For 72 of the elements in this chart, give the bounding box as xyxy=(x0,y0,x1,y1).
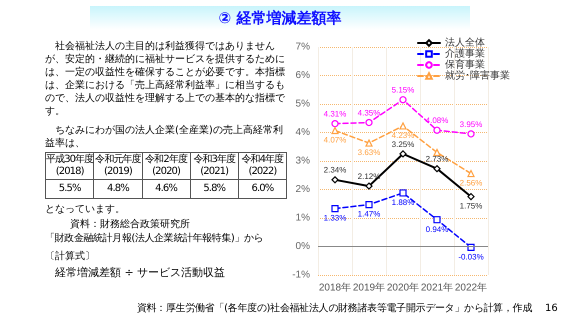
text: 16 xyxy=(545,302,559,316)
point xyxy=(331,204,339,212)
point xyxy=(399,189,407,197)
data-label: 1.88% xyxy=(392,198,414,208)
y-tick-label: 0% xyxy=(296,241,310,252)
y-tick-label: 4% xyxy=(296,127,310,138)
data-label: 4.35% xyxy=(358,108,380,118)
point xyxy=(467,130,475,138)
data-label: 3.25% xyxy=(392,140,414,149)
y-tick-label: 5% xyxy=(296,98,310,110)
data-label: 2.34% xyxy=(324,166,346,175)
y-tick-label: 7% xyxy=(296,42,310,52)
text: 令和2年度 (2020) xyxy=(142,152,190,180)
y-tick-label: -1% xyxy=(292,270,310,280)
point xyxy=(365,182,373,190)
text: 〔計算式〕 xyxy=(45,250,96,264)
x-tick-label: 2018年 xyxy=(318,282,352,294)
text: 令和3年度 (2021) xyxy=(190,152,238,180)
text: 5.5% xyxy=(46,180,94,198)
point xyxy=(399,96,407,104)
text: ちなみにわが国の法人企業(全産業)の売上高経常利益率は、 xyxy=(45,124,284,150)
text: 資料：厚生労働省「(各年度の)社会福祉法人の財務諸表等電子開示データ」から計算，作成 xyxy=(136,302,532,316)
legend-label: 就労･障害事業 xyxy=(445,70,510,82)
data-label: 1.33% xyxy=(324,214,346,223)
data-label: 5.15% xyxy=(392,86,414,95)
chart-title: ② 経常増減差額率 xyxy=(90,6,470,30)
text: 4.6% xyxy=(142,180,190,198)
point xyxy=(433,126,441,134)
legend-label: 法人全体 xyxy=(445,36,485,48)
data-label: 4.23% xyxy=(392,131,414,140)
y-tick-label: 1% xyxy=(296,212,310,224)
data-label: 3.63% xyxy=(358,148,380,158)
data-label: 2.73% xyxy=(426,154,448,164)
text: 令和4年度 (2022) xyxy=(238,152,286,180)
text: 「財政金融統計月報(法人企業統計年報特集)」から xyxy=(45,232,264,246)
y-tick-label: 2% xyxy=(296,184,310,195)
point xyxy=(365,139,373,147)
text: 資料：財務総合政策研究所 xyxy=(70,218,191,232)
point xyxy=(399,122,407,130)
data-label: 0.94% xyxy=(426,224,448,234)
point xyxy=(331,126,339,134)
y-tick-label: 3% xyxy=(296,156,310,166)
text: 社会福祉法人の主目的は利益獲得ではありませんが、安定的・継続的に福祉サービスを提供するためには、一定の収益性を確保することが必要です。本指標は、企業における「売上高経常利益率」に相当するもので、法人の収益性を理解する上での基本的な指標です。 xyxy=(45,40,285,118)
x-tick-label: 2021年 xyxy=(420,282,454,294)
text: 経常増減差額 ÷ サービス活動収益 xyxy=(55,266,226,280)
y-tick-label: 6% xyxy=(296,70,310,81)
point xyxy=(433,165,441,172)
point xyxy=(399,150,407,158)
data-label: -0.03% xyxy=(458,252,484,262)
legend-label: 保育事業 xyxy=(445,58,485,70)
point xyxy=(467,170,475,178)
point xyxy=(331,176,339,184)
x-tick-label: 2020年 xyxy=(386,282,420,294)
text: 6.0% xyxy=(238,180,286,198)
point xyxy=(365,118,373,126)
x-tick-label: 2022年 xyxy=(454,282,488,294)
point xyxy=(467,193,475,200)
text: となっています。 xyxy=(45,203,126,216)
text: 5.8% xyxy=(190,180,238,198)
data-label: 3.95% xyxy=(460,120,482,129)
point xyxy=(365,201,373,208)
data-label: 2.56% xyxy=(460,178,482,188)
data-label: 1.47% xyxy=(358,210,380,219)
data-label: 1.75% xyxy=(460,202,482,211)
text: 4.8% xyxy=(94,180,142,198)
text: 令和元年度 (2019) xyxy=(94,152,142,180)
legend-label: 介護事業 xyxy=(445,48,485,60)
point xyxy=(433,216,441,224)
data-label: 4.07% xyxy=(324,136,346,145)
x-tick-label: 2019年 xyxy=(352,282,386,294)
data-label: 4.31% xyxy=(324,110,346,119)
point xyxy=(331,120,339,128)
